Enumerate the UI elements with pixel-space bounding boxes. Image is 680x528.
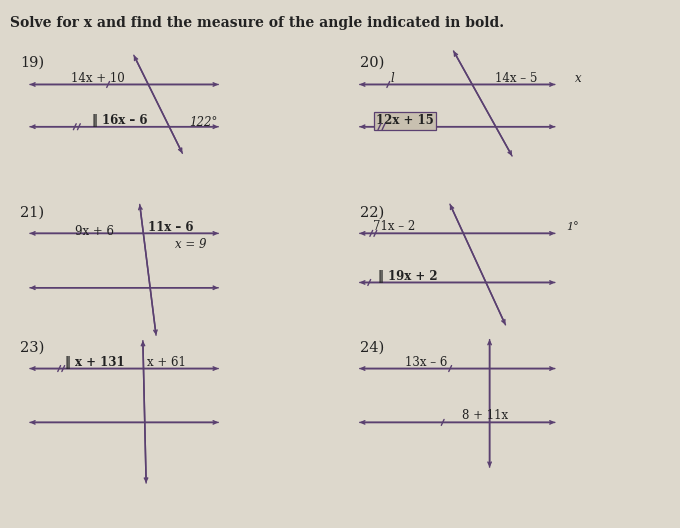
- Text: 22): 22): [360, 206, 385, 220]
- Text: ‖ 19x + 2: ‖ 19x + 2: [378, 270, 438, 282]
- Text: 21): 21): [20, 206, 44, 220]
- Text: Solve for x and find the measure of the angle indicated in bold.: Solve for x and find the measure of the …: [10, 16, 505, 30]
- Text: x: x: [575, 72, 581, 84]
- Text: 11x – 6: 11x – 6: [148, 221, 194, 233]
- Text: 14x + 10: 14x + 10: [71, 72, 125, 84]
- Text: 24): 24): [360, 341, 385, 355]
- Text: 12x + 15: 12x + 15: [376, 115, 434, 127]
- Text: x = 9: x = 9: [175, 238, 207, 251]
- Text: x + 61: x + 61: [147, 356, 186, 369]
- Text: 13x – 6: 13x – 6: [405, 356, 447, 369]
- Text: l: l: [390, 72, 394, 84]
- Text: 14x – 5: 14x – 5: [495, 72, 537, 84]
- Text: 71x – 2: 71x – 2: [373, 220, 415, 233]
- Text: 122°: 122°: [189, 116, 218, 129]
- Text: ‖ x + 131: ‖ x + 131: [65, 356, 124, 369]
- Text: 9x + 6: 9x + 6: [75, 225, 114, 238]
- Text: 8 + 11x: 8 + 11x: [462, 409, 509, 421]
- Text: 20): 20): [360, 55, 385, 70]
- Text: ‖ 16x – 6: ‖ 16x – 6: [92, 114, 148, 127]
- Text: 19): 19): [20, 55, 44, 70]
- Text: 1°: 1°: [566, 222, 579, 231]
- Text: 23): 23): [20, 341, 45, 355]
